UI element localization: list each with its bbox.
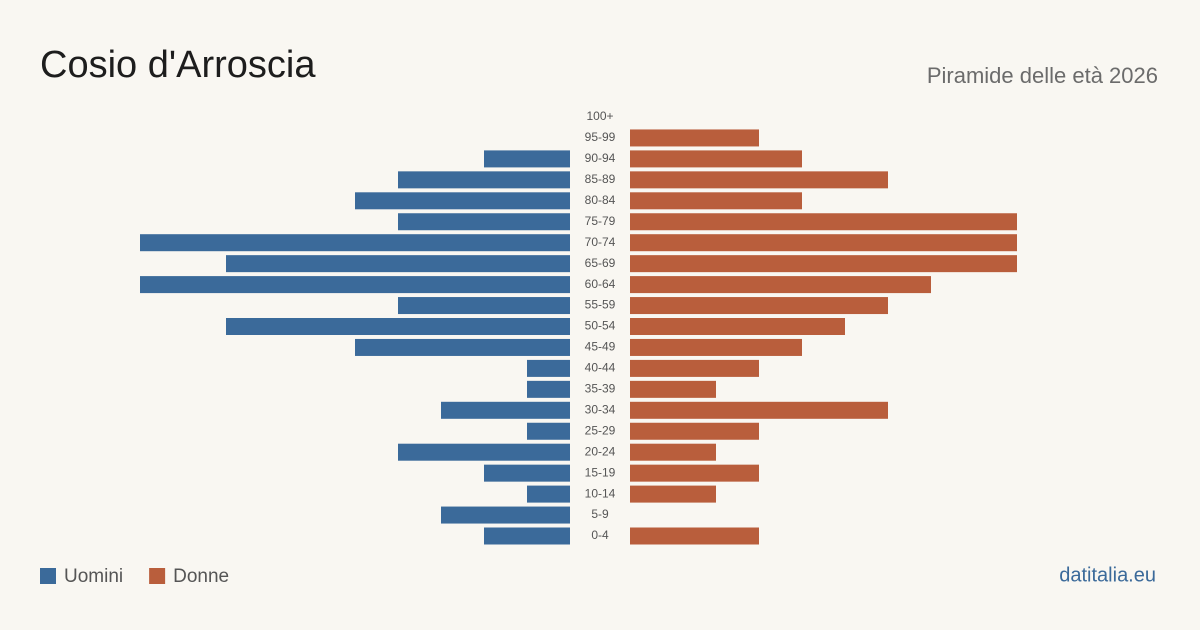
bar xyxy=(527,422,570,440)
bar xyxy=(226,318,570,335)
bar xyxy=(630,234,1017,252)
bar xyxy=(630,192,802,210)
age-label: 15-19 xyxy=(585,465,616,479)
age-label: 0-4 xyxy=(591,528,609,542)
bar xyxy=(484,527,570,545)
bar xyxy=(630,129,759,147)
age-label: 25-29 xyxy=(585,423,616,437)
bar xyxy=(140,276,570,294)
bar xyxy=(140,234,570,252)
bar xyxy=(441,401,570,419)
age-label: 70-74 xyxy=(585,235,616,249)
bar xyxy=(398,171,570,189)
bar xyxy=(630,443,716,461)
bar xyxy=(630,276,931,294)
age-label: 80-84 xyxy=(585,193,616,207)
bar xyxy=(527,359,570,377)
bar xyxy=(630,527,759,545)
age-label: 90-94 xyxy=(585,151,616,165)
bar xyxy=(630,380,716,398)
legend-swatch xyxy=(40,568,56,584)
age-label: 100+ xyxy=(586,109,613,123)
legend-swatch xyxy=(149,568,166,584)
age-label: 60-64 xyxy=(585,277,616,291)
bar xyxy=(398,297,570,315)
bar xyxy=(630,338,802,356)
age-label: 55-59 xyxy=(585,298,616,312)
bar xyxy=(484,150,570,168)
bar xyxy=(630,150,802,168)
bar xyxy=(398,213,570,231)
bar xyxy=(398,443,570,461)
legend-label: Uomini xyxy=(64,566,123,587)
age-label: 45-49 xyxy=(585,340,616,354)
age-label: 75-79 xyxy=(585,214,616,228)
bar xyxy=(226,255,570,273)
bar xyxy=(484,464,570,482)
bar xyxy=(630,318,845,335)
bar xyxy=(527,485,570,503)
bar xyxy=(630,464,759,482)
bar xyxy=(630,422,759,440)
bar xyxy=(527,380,570,398)
age-label: 5-9 xyxy=(591,507,609,521)
chart-title: Cosio d'Arroscia xyxy=(40,44,316,86)
age-label: 20-24 xyxy=(585,444,616,458)
age-label: 65-69 xyxy=(585,256,616,270)
bar xyxy=(630,485,716,503)
age-label: 30-34 xyxy=(585,402,616,416)
age-label: 50-54 xyxy=(585,319,616,333)
bar xyxy=(355,338,570,356)
bar xyxy=(630,401,888,419)
legend-label: Donne xyxy=(173,566,229,587)
age-label: 10-14 xyxy=(585,486,616,500)
bar xyxy=(355,192,570,210)
age-label: 85-89 xyxy=(585,172,616,186)
age-label: 40-44 xyxy=(585,361,616,375)
bar xyxy=(630,359,759,377)
bar xyxy=(630,255,1017,273)
bar xyxy=(630,297,888,315)
source: datitalia.eu xyxy=(1059,564,1156,586)
age-label: 35-39 xyxy=(585,382,616,396)
bar xyxy=(630,171,888,189)
age-label: 95-99 xyxy=(585,130,616,144)
bar xyxy=(630,213,1017,231)
chart-subtitle: Piramide delle età 2026 xyxy=(927,63,1158,88)
bar xyxy=(441,506,570,524)
